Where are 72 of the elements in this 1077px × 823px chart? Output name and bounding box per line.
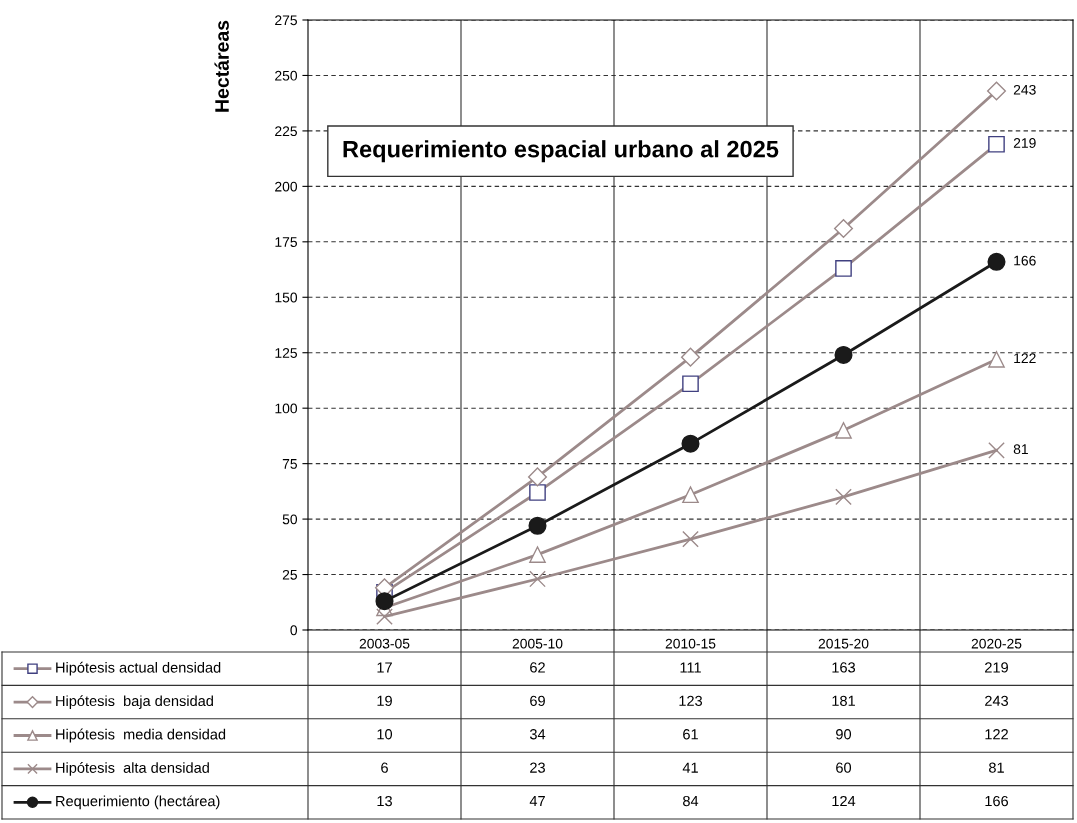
point (987, 252, 1006, 271)
y-tick-label: 225 (275, 126, 297, 137)
data-label: 166 (985, 795, 1009, 807)
y-tick-label: 200 (275, 181, 298, 192)
point (529, 570, 546, 588)
legend-label: Requerimiento (hectárea) (56, 795, 220, 810)
annotation: 81 (1013, 444, 1028, 455)
legend-label: Hipótesis baja densidad (56, 695, 213, 709)
legend-label: Hipótesis alta densidad (56, 762, 209, 776)
y-tick-label: 275 (275, 15, 297, 26)
data-label: 163 (832, 662, 856, 673)
point (680, 347, 701, 367)
data-label: 81 (989, 762, 1004, 773)
text: Requerimiento espacial urbano al 2025 (343, 140, 779, 163)
data-label: 19 (377, 695, 392, 707)
y-tick-label: 250 (275, 70, 298, 81)
y-tick-label: 150 (275, 292, 298, 303)
point (527, 467, 548, 487)
y-tick-label: 0 (290, 625, 298, 636)
data-label: 61 (683, 729, 698, 740)
annotation: 122 (1014, 353, 1036, 363)
data-label: 219 (985, 662, 1008, 673)
point (986, 81, 1007, 101)
y-tick-label: 175 (275, 237, 297, 247)
data-label: 34 (529, 729, 546, 740)
data-label: 111 (680, 662, 701, 673)
point (375, 592, 394, 611)
point (376, 608, 393, 626)
point (988, 441, 1005, 459)
data-label: 17 (377, 662, 392, 673)
annotation: 219 (1013, 138, 1036, 148)
point (529, 546, 546, 563)
data-label: 47 (529, 796, 545, 807)
x-tick-label: 2005-10 (512, 638, 563, 649)
x-tick-label: 2015-20 (818, 638, 869, 649)
point (833, 218, 854, 239)
x-tick-label: 2020-25 (971, 638, 1022, 649)
y-axis-title: Hectáreas (214, 20, 229, 112)
x-tick-label: 2003-05 (359, 638, 410, 649)
data-label: 6 (381, 762, 388, 773)
data-label: 181 (832, 695, 855, 707)
point (835, 422, 852, 439)
data-label: 60 (836, 762, 852, 773)
y-tick-label: 75 (282, 459, 297, 469)
point (681, 434, 700, 453)
data-label: 23 (530, 762, 545, 773)
point (682, 530, 699, 548)
data-label: 124 (832, 795, 856, 807)
y-tick-label: 50 (282, 514, 298, 525)
data-label: 41 (682, 762, 698, 773)
data-label: 10 (377, 729, 393, 740)
data-label: 62 (530, 662, 545, 673)
data-label: 123 (679, 695, 703, 707)
data-label: 69 (530, 695, 545, 707)
data-label: 90 (836, 729, 852, 740)
data-label: 13 (377, 795, 392, 807)
data-label: 122 (985, 729, 1008, 740)
point (682, 486, 699, 504)
legend-label: Hipótesis actual densidad (56, 661, 221, 676)
legend-label: Hipótesis media densidad (56, 728, 226, 743)
y-tick-label: 125 (275, 348, 297, 358)
data-label: 243 (985, 695, 1009, 707)
data-label: 84 (683, 795, 699, 807)
y-tick-label: 25 (282, 569, 297, 580)
annotation: 166 (1014, 255, 1036, 266)
x-tick-label: 2010-15 (665, 638, 716, 649)
point (834, 345, 853, 364)
point (988, 351, 1005, 368)
annotation: 243 (1013, 84, 1036, 95)
y-tick-label: 100 (275, 403, 298, 414)
point (528, 516, 547, 535)
point (835, 488, 852, 506)
